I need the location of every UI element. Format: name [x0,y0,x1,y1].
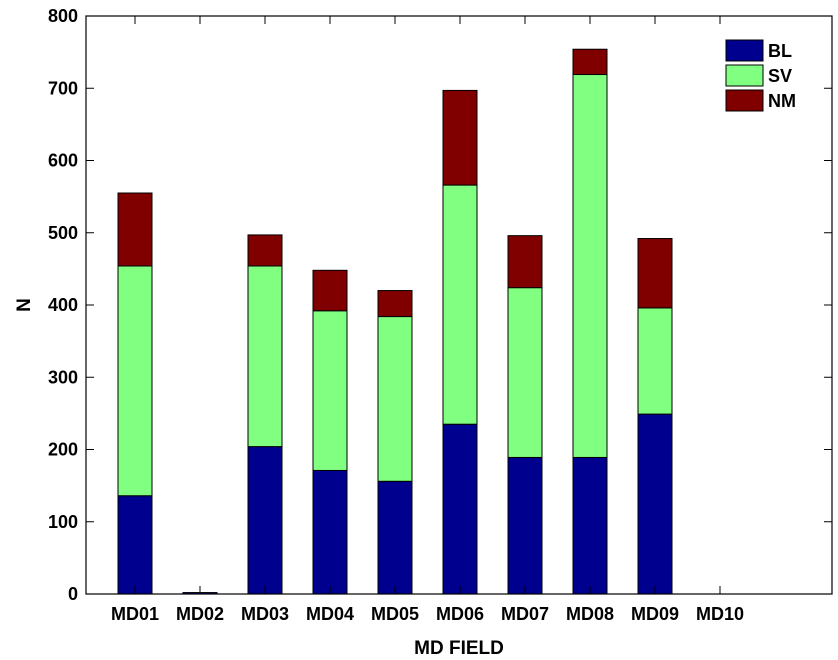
y-tick-labels: 0 100 200 300 400 500 600 700 800 [48,6,78,604]
y-tick-label: 500 [48,223,78,243]
bar-md06-sv [443,185,477,424]
legend-label-bl: BL [768,41,792,61]
y-tick-label: 300 [48,367,78,387]
bar-md05-bl [378,481,412,594]
y-tick-label: 0 [68,584,78,604]
bar-md07-sv [508,288,542,458]
bar-md01-sv [118,266,152,496]
legend-swatch-bl [726,40,763,61]
x-tick-label: MD10 [696,604,744,624]
y-tick-label: 400 [48,295,78,315]
x-tick-labels: MD01 MD02 MD03 MD04 MD05 MD06 MD07 MD08 MD09 MD10 [111,604,744,624]
x-tick-label: MD09 [631,604,679,624]
bar-md04-nm [313,270,347,310]
x-tick-label: MD08 [566,604,614,624]
bar-md09-sv [638,308,672,414]
bar-md03-bl [248,447,282,594]
legend: BL SV NM [726,40,796,111]
legend-label-sv: SV [768,66,792,86]
y-axis-title: N [14,298,35,312]
bar-md06-nm [443,90,477,185]
bar-md01-bl [118,496,152,594]
x-tick-label: MD01 [111,604,159,624]
legend-swatch-nm [726,90,763,111]
bar-md08-nm [573,49,607,74]
x-tick-label: MD06 [436,604,484,624]
bar-md07-bl [508,457,542,594]
x-axis-title: MD FIELD [414,638,504,659]
bar-md01-nm [118,193,152,266]
bar-md09-nm [638,239,672,308]
y-tick-label: 700 [48,78,78,98]
x-tick-label: MD02 [176,604,224,624]
bar-md04-bl [313,470,347,594]
y-tick-label: 800 [48,6,78,26]
bar-md08-bl [573,457,607,594]
y-tick-label: 600 [48,151,78,171]
bar-md06-bl [443,424,477,594]
x-tick-label: MD07 [501,604,549,624]
bar-md03-nm [248,235,282,266]
y-tick-label: 100 [48,512,78,532]
bar-md07-nm [508,236,542,288]
y-tick-label: 200 [48,440,78,460]
legend-label-nm: NM [768,91,796,111]
legend-swatch-sv [726,65,763,86]
bar-md08-sv [573,75,607,458]
bar-md05-nm [378,291,412,317]
bar-md05-sv [378,317,412,482]
x-tick-label: MD04 [306,604,354,624]
x-tick-label: MD03 [241,604,289,624]
x-tick-label: MD05 [371,604,419,624]
bar-md03-sv [248,266,282,447]
bar-md04-sv [313,311,347,471]
bar-md09-bl [638,414,672,594]
